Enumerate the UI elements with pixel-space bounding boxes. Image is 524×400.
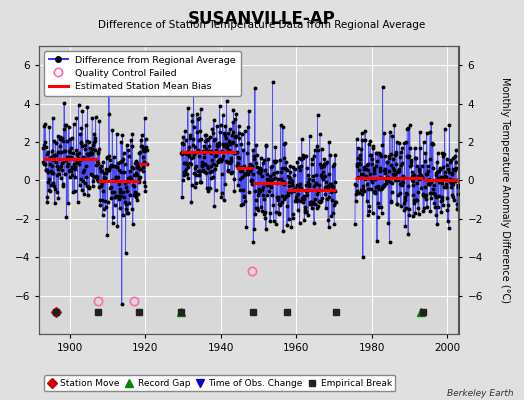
Text: Difference of Station Temperature Data from Regional Average: Difference of Station Temperature Data f… [99,20,425,30]
Text: SUSANVILLE-AP: SUSANVILLE-AP [188,10,336,28]
Text: Berkeley Earth: Berkeley Earth [447,389,514,398]
Legend: Station Move, Record Gap, Time of Obs. Change, Empirical Break: Station Move, Record Gap, Time of Obs. C… [44,375,395,392]
Legend: Difference from Regional Average, Quality Control Failed, Estimated Station Mean: Difference from Regional Average, Qualit… [44,51,241,96]
Y-axis label: Monthly Temperature Anomaly Difference (°C): Monthly Temperature Anomaly Difference (… [499,77,509,303]
